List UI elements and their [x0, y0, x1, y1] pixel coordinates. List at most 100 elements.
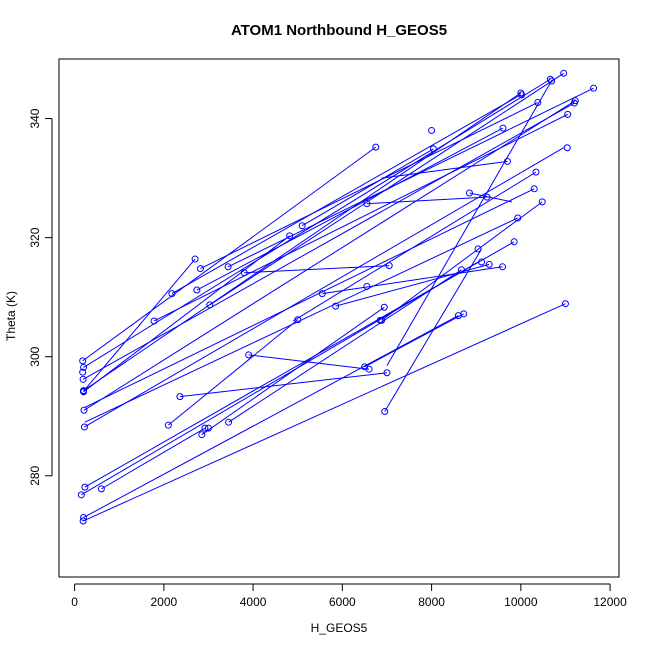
series-line-segment — [82, 102, 575, 380]
data-point — [201, 424, 209, 432]
data-point — [478, 258, 486, 266]
data-point — [563, 144, 571, 152]
series-line-segment — [293, 171, 537, 322]
x-tick-label: 6000 — [329, 595, 356, 609]
series-line-segment — [364, 313, 464, 368]
series-line-segment — [83, 235, 290, 393]
data-point — [198, 431, 206, 439]
data-point — [532, 168, 540, 176]
y-tick-label: 280 — [28, 465, 42, 485]
series-line-segment — [84, 147, 564, 428]
x-tick-label: 0 — [71, 595, 78, 609]
data-point — [191, 255, 199, 263]
series-line-segment — [386, 79, 553, 366]
series-line-segment — [168, 319, 299, 426]
data-point — [483, 193, 491, 201]
y-tick-label: 300 — [28, 346, 42, 366]
data-point — [429, 145, 437, 153]
series-line-segment — [81, 261, 479, 496]
x-tick-label: 12000 — [593, 595, 627, 609]
data-point — [457, 266, 465, 274]
data-point — [225, 418, 233, 426]
data-point — [514, 214, 522, 222]
series-line-segment — [153, 113, 568, 322]
data-point — [381, 407, 389, 415]
data-point — [571, 97, 579, 105]
series-line-segment — [171, 94, 522, 295]
data-point — [80, 513, 88, 521]
series-line-segment — [248, 354, 370, 370]
series-line-segment — [82, 303, 566, 522]
series-line-segment — [244, 265, 390, 274]
data-point — [363, 282, 371, 290]
x-tick-label: 2000 — [151, 595, 178, 609]
data-point — [294, 316, 302, 324]
y-tick-label: 320 — [28, 227, 42, 247]
data-point — [474, 245, 482, 253]
data-point — [564, 110, 572, 118]
data-point — [454, 312, 462, 320]
data-point — [561, 300, 569, 308]
data-point — [204, 424, 212, 432]
series-line-segment — [322, 266, 503, 295]
data-point — [546, 75, 554, 83]
series-line-segment — [228, 269, 462, 423]
series-line-segment — [200, 102, 539, 270]
series-line-segment — [179, 372, 388, 398]
y-axis: 280 300 320 340 — [28, 108, 53, 486]
data-point — [196, 265, 204, 273]
data-point — [518, 91, 526, 99]
data-point — [80, 423, 88, 431]
data-point — [193, 286, 201, 294]
x-tick-label: 4000 — [240, 595, 267, 609]
data-point — [361, 363, 369, 371]
data-point — [378, 316, 386, 324]
data-point — [224, 263, 232, 271]
series-line-segment — [196, 127, 504, 291]
data-point — [168, 290, 176, 298]
data-point — [79, 357, 87, 365]
data-point — [79, 375, 87, 383]
x-tick-label: 8000 — [418, 595, 445, 609]
data-point — [77, 491, 85, 499]
data-point — [383, 369, 391, 377]
data-point — [560, 69, 568, 77]
data-point — [79, 517, 87, 525]
chart-title: ATOM1 Northbound H_GEOS5 — [231, 22, 447, 39]
series-line-segment — [83, 258, 196, 392]
data-point — [538, 198, 546, 206]
data-point — [380, 303, 388, 311]
x-tick-label: 10000 — [504, 595, 538, 609]
series-line-segment — [384, 248, 482, 412]
y-tick-label: 340 — [28, 108, 42, 128]
data-point — [363, 200, 371, 208]
series-line-segment — [227, 87, 594, 268]
data-point — [286, 232, 294, 240]
data-point — [372, 143, 380, 151]
data-point — [97, 485, 105, 493]
y-axis-label: Theta (K) — [4, 291, 18, 341]
data-point — [485, 260, 493, 268]
data-point — [332, 302, 340, 310]
data-point — [503, 157, 511, 165]
data-point — [428, 126, 436, 134]
data-point — [318, 290, 326, 298]
series-line-segment — [335, 263, 490, 307]
series-line-segment — [381, 201, 543, 321]
series-line-segment — [83, 315, 459, 518]
series-line-segment — [83, 92, 522, 392]
data-point — [499, 124, 507, 132]
series-points — [77, 69, 598, 525]
series-line-segment — [201, 306, 385, 436]
data-point — [81, 483, 89, 491]
data-point — [466, 189, 474, 197]
data-point — [499, 263, 507, 271]
data-point — [206, 301, 214, 309]
data-point — [176, 393, 184, 401]
data-point — [150, 317, 158, 325]
data-point — [80, 406, 88, 414]
data-point — [590, 84, 598, 92]
series-line-segment — [301, 148, 434, 227]
data-point — [79, 368, 87, 376]
